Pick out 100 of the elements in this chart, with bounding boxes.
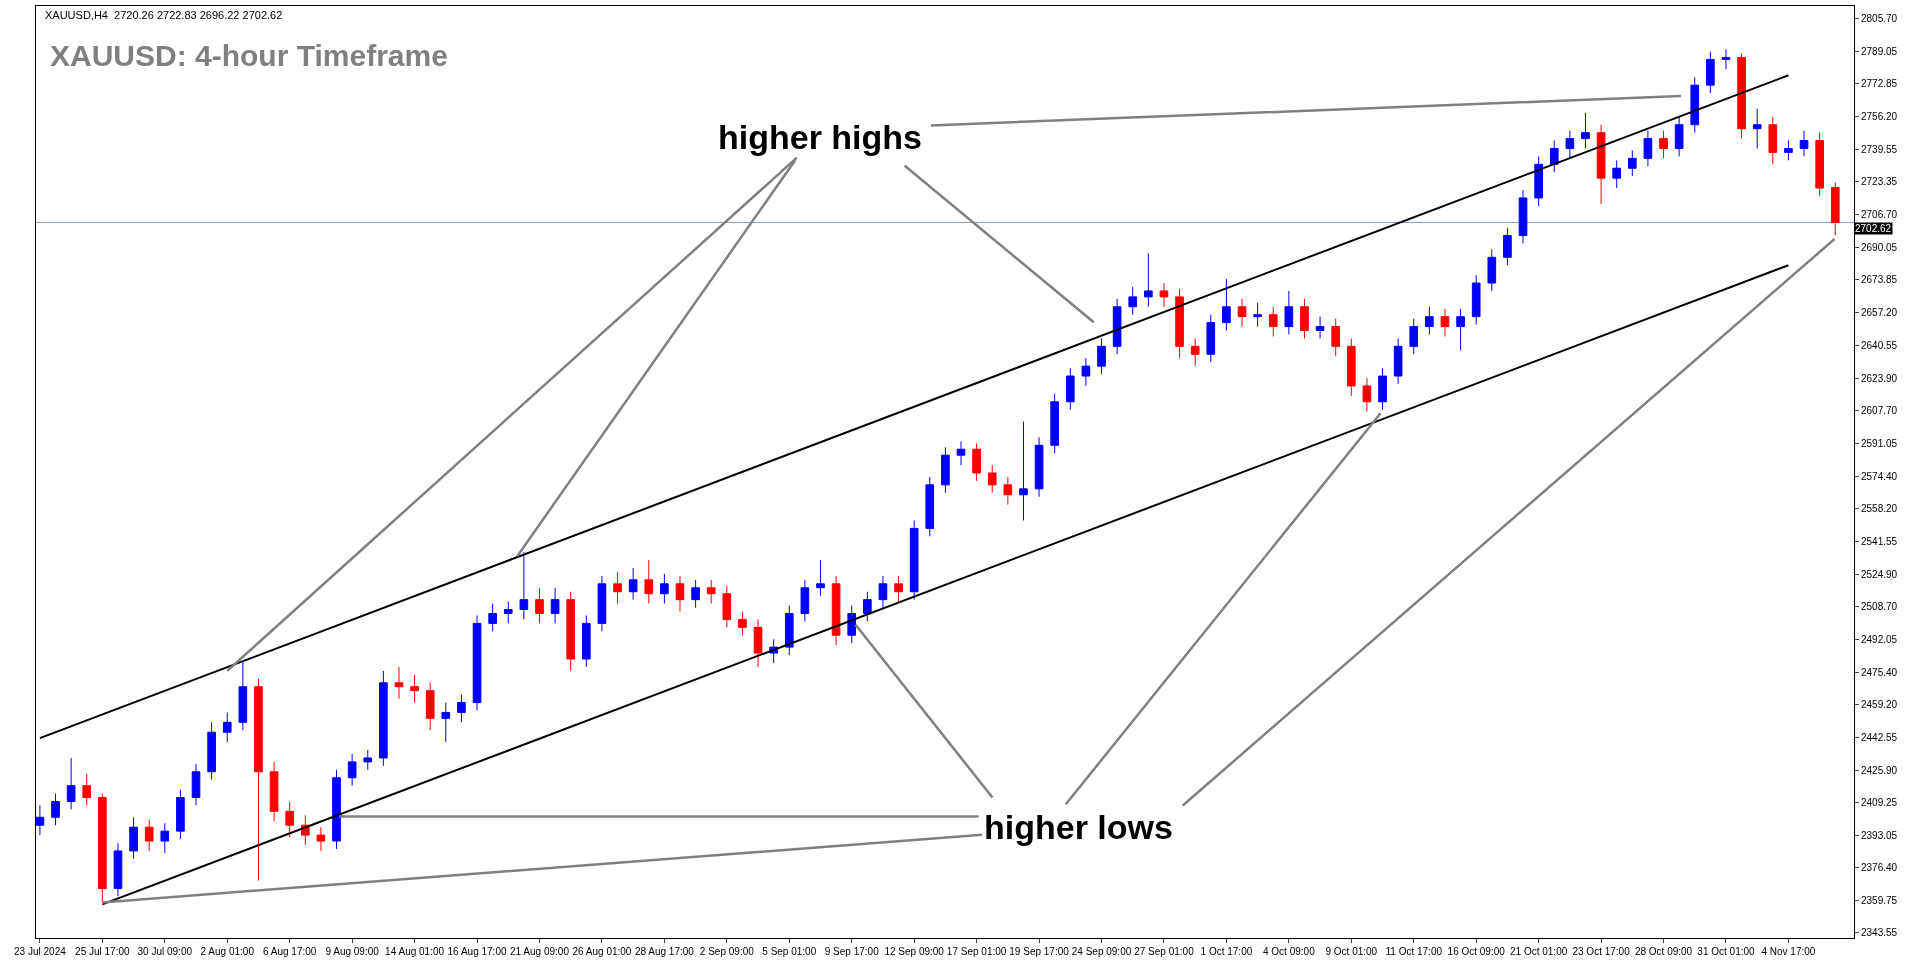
x-tick-label: 11 Oct 17:00 [1385,946,1443,957]
x-tick-label: 2 Sep 09:00 [699,946,755,957]
y-tick-label: 2393.05 [1861,829,1898,841]
candlestick [1081,357,1091,387]
y-tick-label: 2623.90 [1861,372,1898,384]
y-tick-label: 2706.70 [1861,208,1898,220]
y-tick-label: 2475.40 [1861,666,1898,678]
x-tick-label: 25 Jul 17:00 [75,946,131,957]
x-tick-label: 16 Oct 09:00 [1447,946,1506,957]
candlestick [66,757,76,810]
candlestick [831,575,841,646]
candlestick [628,567,638,601]
y-tick-label: 2772.85 [1861,77,1898,89]
x-tick-label: 2 Aug 01:00 [200,946,255,957]
candlestick [691,579,700,609]
candlestick [1128,286,1138,316]
candlestick [441,702,451,743]
candlestick [1487,248,1497,292]
y-tick-label: 2805.70 [1861,12,1898,24]
candlestick [1549,140,1559,173]
y-tick-label: 2343.55 [1861,927,1898,939]
x-tick-label: 9 Oct 01:00 [1325,946,1378,957]
candlestick [410,674,419,704]
candlestick [1050,393,1059,454]
candlestick [706,579,716,605]
candlestick [207,721,216,781]
x-tick-label: 28 Oct 09:00 [1634,946,1693,957]
candlestick [1612,159,1622,189]
candlestick [1362,377,1372,413]
x-tick-label: 23 Oct 17:00 [1572,946,1631,957]
candlestick [1768,116,1778,165]
candlestick [878,575,888,609]
annotation: higher lows [984,808,1173,846]
candlestick [1253,302,1262,328]
x-tick-label: 23 Jul 2024 [14,946,67,957]
candlestick [753,618,763,668]
candlestick [1237,298,1247,328]
candlestick [144,818,154,852]
y-tick-label: 2739.55 [1861,143,1898,155]
y-tick-label: 2591.05 [1861,437,1898,449]
candlestick [363,749,373,771]
candlestick [129,816,138,860]
candlestick [1065,367,1075,411]
y-tick-label: 2508.70 [1861,600,1898,612]
candlestick [784,605,794,656]
y-tick-label: 2376.40 [1861,862,1898,874]
candlestick [472,614,482,711]
candlestick [1627,149,1637,177]
candlestick [644,559,654,605]
candlestick [1144,252,1153,308]
candlestick [36,804,45,836]
x-tick-label: 4 Nov 17:00 [1761,946,1816,957]
candlestick [488,603,497,632]
candlestick [909,519,919,601]
candlestick [738,611,747,636]
y-tick-label: 2541.55 [1861,535,1898,547]
candlestick [1737,52,1746,140]
candlestick [1097,337,1106,375]
y-tick-label: 2723.35 [1861,175,1898,187]
y-tick-label: 2690.05 [1861,241,1898,253]
candlestick [550,587,560,624]
x-tick-label: 30 Jul 09:00 [137,946,193,957]
y-tick-label: 2789.05 [1861,45,1898,57]
candlestick [1315,316,1325,339]
candlestick [1503,227,1512,266]
candlestick [519,551,529,620]
x-tick-label: 9 Sep 17:00 [824,946,880,957]
candlestick [98,793,107,903]
candlestick [113,842,123,897]
x-tick-label: 24 Sep 09:00 [1071,946,1132,957]
annotation: higher highs [718,118,922,156]
candlestick [847,605,857,644]
x-tick-label: 5 Sep 01:00 [762,946,817,957]
candlestick [82,773,92,806]
candlestick [316,826,326,852]
x-tick-label: 27 Sep 01:00 [1134,946,1195,957]
y-tick-label: 2607.70 [1861,404,1898,416]
candlestick [800,579,810,622]
candlestick [1159,282,1169,308]
x-tick-label: 26 Aug 01:00 [572,946,632,957]
candlestick [347,753,357,787]
candlestick [722,585,732,628]
candlestick [925,476,935,537]
x-tick-label: 6 Aug 17:00 [262,946,317,957]
candlestick [1019,421,1028,521]
candlestick [1378,367,1387,411]
candlestick [1596,124,1606,205]
candlestick [1799,130,1809,157]
candlestick [1784,140,1793,161]
candlestick [285,800,295,838]
candlestick [1190,337,1200,367]
candlestick [238,660,248,731]
candlestick [1456,308,1465,351]
text: XAUUSD: 4-hour Timeframe [50,38,448,72]
y-tick-label: 2657.20 [1861,306,1898,318]
candlestick [1721,49,1731,70]
candlestick [1393,337,1403,385]
y-tick-label: 2640.55 [1861,339,1898,351]
y-tick-label: 2492.05 [1861,633,1898,645]
y-tick-label: 2558.20 [1861,502,1898,514]
